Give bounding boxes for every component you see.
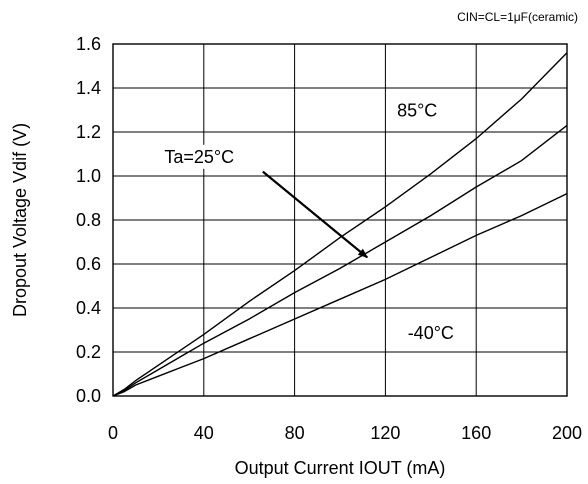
- x-tick-label-0: 0: [108, 423, 118, 443]
- y-tick-label-0-0: 0.0: [76, 386, 101, 406]
- y-tick-label-1-6: 1.6: [76, 34, 101, 54]
- curve-ta-25-c: [112, 124, 568, 397]
- x-tick-label-80: 80: [285, 423, 305, 443]
- x-axis-title: Output Current IOUT (mA): [235, 458, 446, 478]
- arrow-ta-25c: [262, 170, 369, 259]
- annotation-bg-40-c: [403, 320, 458, 345]
- curve-annotations: 85°C Ta=25°C -40°C: [160, 98, 458, 345]
- x-tick-label-200: 200: [552, 423, 582, 443]
- condition-note: CIN=CL=1μF(ceramic): [457, 10, 578, 24]
- y-tick-label-1-2: 1.2: [76, 122, 101, 142]
- y-tick-label-0-6: 0.6: [76, 254, 101, 274]
- y-tick-labels: 0.0 0.2 0.4 0.6 0.8 1.0 1.2 1.4 1.6: [76, 34, 101, 406]
- plot-frame: [112, 43, 568, 397]
- curve-40-c: [112, 192, 568, 397]
- y-axis-title: Dropout Voltage Vdif (V): [10, 123, 30, 317]
- annotation-85-c: 85°C: [397, 101, 437, 121]
- grid-lines: [113, 44, 567, 396]
- y-tick-label-0-8: 0.8: [76, 210, 101, 230]
- x-tick-label-160: 160: [461, 423, 491, 443]
- annotation-40-c: -40°C: [408, 323, 454, 343]
- y-tick-label-1-0: 1.0: [76, 166, 101, 186]
- y-tick-label-0-4: 0.4: [76, 298, 101, 318]
- annotation-bg-85-c: [393, 98, 442, 123]
- x-tick-labels: 0 40 80 120 160 200: [108, 423, 582, 443]
- x-tick-label-40: 40: [194, 423, 214, 443]
- annotation-bg-ta-25-c: [160, 144, 239, 169]
- x-tick-label-120: 120: [370, 423, 400, 443]
- y-tick-label-0-2: 0.2: [76, 342, 101, 362]
- curves: [112, 52, 568, 397]
- y-tick-label-1-4: 1.4: [76, 78, 101, 98]
- annotation-ta-25-c: Ta=25°C: [164, 147, 234, 167]
- curve-85-c: [112, 52, 568, 397]
